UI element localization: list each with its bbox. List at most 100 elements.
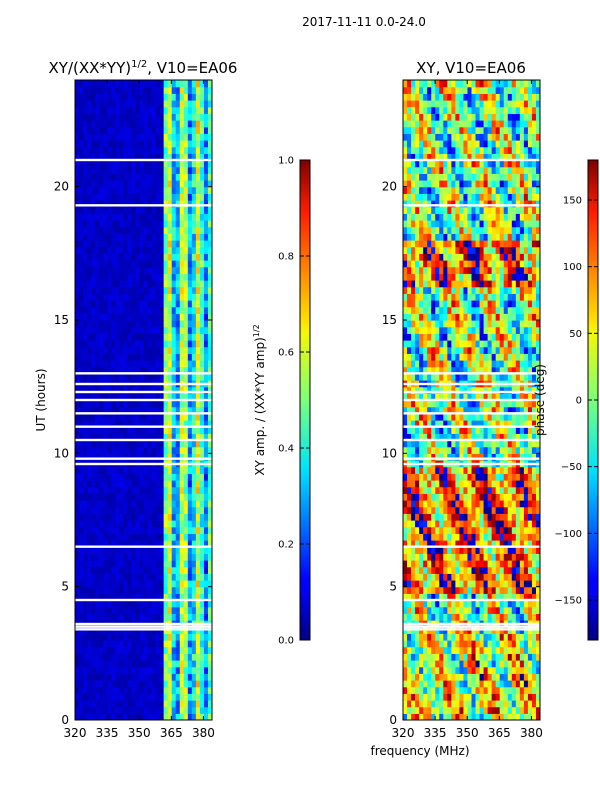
heatmap-cell	[155, 306, 161, 314]
heatmap-cell	[103, 100, 108, 108]
heatmap-cell	[167, 546, 173, 554]
heatmap-cell	[451, 613, 456, 621]
heatmap-cell	[527, 500, 533, 508]
heatmap-cell	[515, 613, 521, 621]
heatmap-cell	[467, 426, 473, 434]
heatmap-cell	[447, 533, 452, 541]
heatmap-cell	[199, 213, 205, 221]
heatmap-cell	[139, 393, 145, 401]
heatmap-cell	[195, 633, 201, 641]
heatmap-cell	[167, 593, 173, 601]
heatmap-cell	[207, 126, 212, 134]
heatmap-cell	[459, 586, 465, 594]
heatmap-cell	[179, 653, 185, 661]
heatmap-cell	[415, 500, 420, 508]
heatmap-cell	[135, 420, 141, 428]
heatmap-cell	[155, 500, 161, 508]
heatmap-cell	[491, 513, 497, 521]
heatmap-cell	[87, 373, 92, 381]
heatmap-cell	[171, 420, 177, 428]
heatmap-cell	[179, 333, 185, 341]
heatmap-cell	[83, 533, 88, 541]
heatmap-cell	[435, 680, 440, 688]
heatmap-cell	[147, 306, 153, 314]
heatmap-cell	[107, 266, 112, 274]
heatmap-cell	[115, 540, 120, 548]
heatmap-cell	[535, 466, 540, 474]
heatmap-cell	[143, 173, 149, 181]
heatmap-cell	[471, 660, 477, 668]
heatmap-cell	[191, 520, 197, 528]
heatmap-cell	[83, 293, 88, 301]
heatmap-cell	[151, 680, 157, 688]
heatmap-cell	[467, 520, 473, 528]
heatmap-cell	[115, 220, 120, 228]
heatmap-cell	[411, 393, 416, 401]
heatmap-cell	[415, 693, 420, 701]
heatmap-cell	[95, 346, 100, 354]
heatmap-cell	[171, 700, 177, 708]
heatmap-cell	[75, 560, 80, 568]
heatmap-cell	[127, 340, 133, 348]
heatmap-cell	[163, 613, 169, 621]
heatmap-cell	[463, 693, 469, 701]
heatmap-cell	[183, 686, 189, 694]
heatmap-cell	[111, 520, 116, 528]
heatmap-cell	[195, 306, 201, 314]
heatmap-cell	[407, 606, 412, 614]
right-heatmap-cells	[403, 80, 540, 720]
heatmap-cell	[455, 700, 461, 708]
heatmap-cell	[535, 673, 540, 681]
heatmap-cell	[167, 393, 173, 401]
heatmap-cell	[207, 186, 212, 194]
heatmap-cell	[107, 80, 112, 88]
heatmap-cell	[455, 413, 461, 421]
heatmap-cell	[75, 640, 80, 648]
heatmap-cell	[175, 333, 181, 341]
heatmap-cell	[159, 293, 165, 301]
heatmap-cell	[151, 160, 157, 168]
heatmap-cell	[103, 480, 108, 488]
heatmap-cell	[103, 506, 108, 514]
heatmap-cell	[515, 586, 521, 594]
heatmap-cell	[119, 653, 124, 661]
heatmap-cell	[155, 640, 161, 648]
heatmap-cell	[467, 666, 473, 674]
heatmap-cell	[527, 586, 533, 594]
heatmap-cell	[495, 493, 501, 501]
heatmap-cell	[195, 140, 201, 148]
heatmap-cell	[507, 713, 513, 720]
heatmap-cell	[167, 426, 173, 434]
heatmap-cell	[151, 273, 157, 281]
heatmap-cell	[423, 680, 428, 688]
heatmap-cell	[207, 566, 212, 574]
heatmap-cell	[199, 693, 205, 701]
heatmap-cell	[131, 246, 137, 254]
heatmap-cell	[79, 153, 84, 161]
heatmap-cell	[455, 440, 461, 448]
heatmap-cell	[447, 540, 452, 548]
heatmap-cell	[427, 553, 432, 561]
heatmap-cell	[119, 440, 124, 448]
heatmap-cell	[95, 386, 100, 394]
heatmap-cell	[159, 673, 165, 681]
heatmap-cell	[127, 533, 133, 541]
heatmap-cell	[459, 433, 465, 441]
heatmap-cell	[187, 673, 193, 681]
heatmap-cell	[127, 686, 133, 694]
heatmap-cell	[95, 420, 100, 428]
heatmap-cell	[147, 693, 153, 701]
heatmap-cell	[175, 273, 181, 281]
heatmap-cell	[139, 126, 145, 134]
heatmap-cell	[175, 466, 181, 474]
heatmap-cell	[159, 693, 165, 701]
heatmap-cell	[515, 526, 521, 534]
heatmap-cell	[459, 526, 465, 534]
heatmap-cell	[487, 453, 493, 461]
heatmap-cell	[107, 573, 112, 581]
heatmap-cell	[139, 586, 145, 594]
heatmap-cell	[455, 646, 461, 654]
heatmap-cell	[435, 613, 440, 621]
heatmap-cell	[111, 540, 116, 548]
heatmap-cell	[495, 466, 501, 474]
